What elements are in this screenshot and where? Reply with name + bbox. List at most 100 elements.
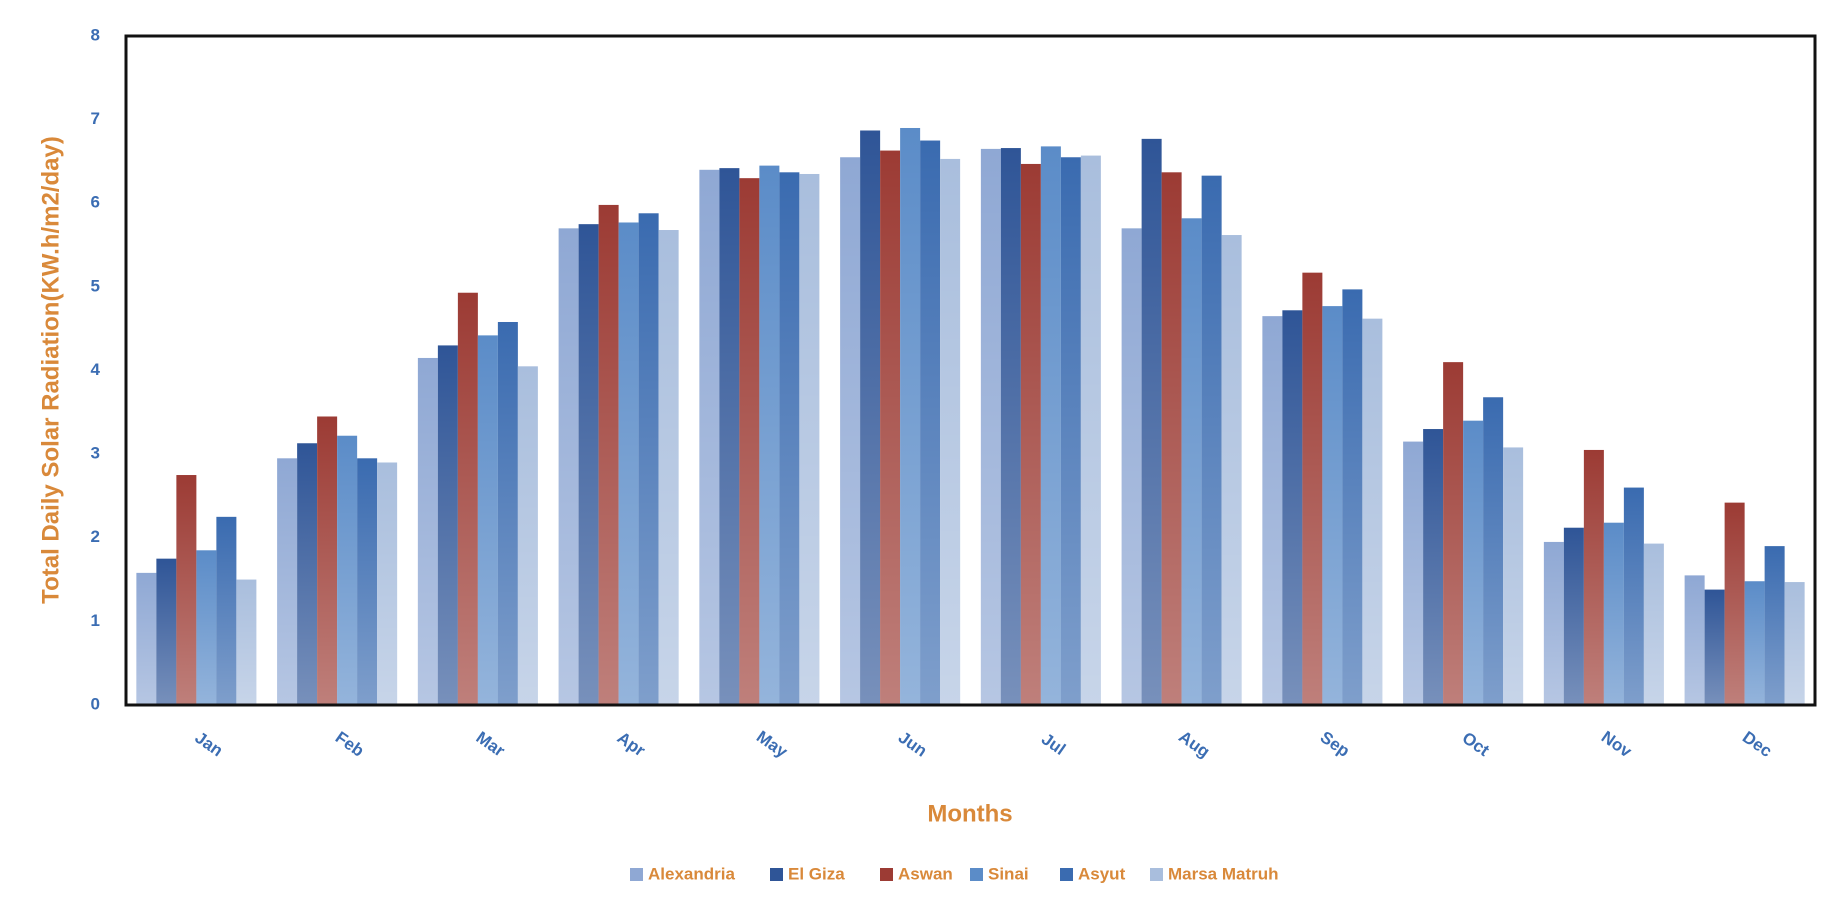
bar-shade	[357, 458, 378, 705]
bar-shade	[1603, 522, 1624, 705]
bar-shade	[1643, 543, 1664, 705]
bar-shade	[719, 168, 740, 705]
bar-shade	[860, 130, 881, 706]
bar-shade	[136, 572, 157, 705]
bar-shade	[1141, 138, 1162, 705]
bar-shade	[1443, 362, 1464, 705]
bar-shade	[558, 228, 579, 705]
bar-shade	[1784, 582, 1805, 705]
bar-shade	[920, 140, 941, 705]
y-tick-label: 6	[91, 193, 100, 212]
bar-shade	[1201, 175, 1222, 705]
legend-swatch	[1060, 868, 1073, 881]
bar-shade	[578, 224, 599, 705]
bar-shade	[497, 321, 518, 705]
bar-shade	[759, 165, 780, 705]
bar-shade	[1121, 228, 1142, 705]
bar-shade	[1221, 235, 1242, 705]
bar-shade	[1161, 172, 1182, 706]
bar-shade	[236, 579, 257, 705]
bar-shade	[1080, 155, 1101, 706]
bar-shade	[618, 222, 639, 705]
legend-swatch	[970, 868, 983, 881]
bar-shade	[799, 173, 820, 705]
bar-shade	[297, 443, 318, 705]
bar-shade	[1684, 575, 1705, 705]
y-axis-title: Total Daily Solar Radiation(KW.h/m2/day)	[37, 136, 64, 604]
bar-shade	[880, 150, 901, 705]
legend-label: Alexandria	[648, 864, 735, 883]
legend-label: Aswan	[898, 864, 953, 883]
x-tick-label: Apr	[614, 728, 649, 761]
bar-shade	[658, 230, 679, 705]
bar-shade	[1764, 546, 1785, 705]
bar-shade	[1000, 148, 1021, 705]
x-tick-label: Mar	[473, 728, 509, 761]
y-tick-label: 4	[91, 360, 101, 379]
x-tick-label: May	[753, 727, 791, 762]
bar-shade	[377, 462, 398, 705]
bar-shade	[1724, 502, 1745, 705]
bar-shade	[980, 148, 1001, 706]
legend-label: Marsa Matruh	[1168, 864, 1279, 883]
y-tick-label: 0	[91, 694, 100, 713]
legend-label: El Giza	[788, 864, 845, 883]
bar-shade	[417, 357, 438, 705]
legend-swatch	[1150, 868, 1163, 881]
y-tick-label: 3	[91, 444, 100, 463]
bar-shade	[317, 416, 338, 705]
x-tick-label: Sep	[1317, 727, 1353, 760]
x-tick-label: Dec	[1739, 727, 1775, 760]
legend-swatch	[880, 868, 893, 881]
bar-shade	[1302, 272, 1323, 705]
x-tick-label: Feb	[332, 728, 368, 761]
bar-shade	[1181, 218, 1202, 706]
x-tick-label: Jul	[1038, 729, 1069, 759]
x-tick-label: Aug	[1175, 727, 1213, 762]
y-tick-label: 8	[91, 25, 100, 44]
legend-swatch	[630, 868, 643, 881]
bar-shade	[216, 516, 237, 705]
bar-shade	[1060, 157, 1081, 706]
bar-shade	[196, 550, 217, 705]
x-tick-label: Nov	[1598, 727, 1636, 761]
bar-shade	[1744, 581, 1765, 705]
bar-shade	[779, 172, 800, 706]
bar-shade	[156, 558, 177, 705]
x-tick-label: Jun	[895, 728, 931, 761]
x-tick-label: Oct	[1459, 728, 1493, 760]
bar-shade	[457, 292, 478, 705]
legend-label: Asyut	[1078, 864, 1126, 883]
bar-shade	[1463, 420, 1484, 705]
bar-shade	[1623, 487, 1644, 705]
bar-shade	[900, 127, 921, 706]
bar-shade	[477, 335, 498, 705]
bar-shade	[1362, 318, 1383, 705]
bar-shade	[1704, 589, 1725, 705]
bar-shade	[1423, 429, 1444, 705]
bar-shade	[176, 475, 197, 705]
bar-shade	[699, 169, 720, 706]
legend-label: Sinai	[988, 864, 1029, 883]
bar-shade	[1563, 527, 1584, 705]
bar-shade	[1342, 289, 1363, 705]
bar-shade	[1020, 163, 1041, 706]
bar-shade	[1282, 310, 1303, 705]
bar-shade	[1262, 316, 1283, 705]
plot-frame	[124, 34, 1817, 707]
bar-shade	[1403, 441, 1424, 705]
bar-shade	[1583, 449, 1604, 705]
bar-shade	[437, 345, 458, 705]
bar-shade	[739, 178, 760, 706]
bar-shade	[517, 366, 538, 705]
bar-shade	[1322, 306, 1343, 705]
bar-shade	[1543, 541, 1564, 705]
bar-shade	[638, 213, 659, 705]
bar-shade	[277, 458, 298, 705]
y-tick-label: 2	[91, 527, 100, 546]
y-tick-label: 5	[91, 276, 100, 295]
legend-swatch	[770, 868, 783, 881]
bar-shade	[337, 435, 358, 705]
y-tick-label: 7	[91, 109, 100, 128]
